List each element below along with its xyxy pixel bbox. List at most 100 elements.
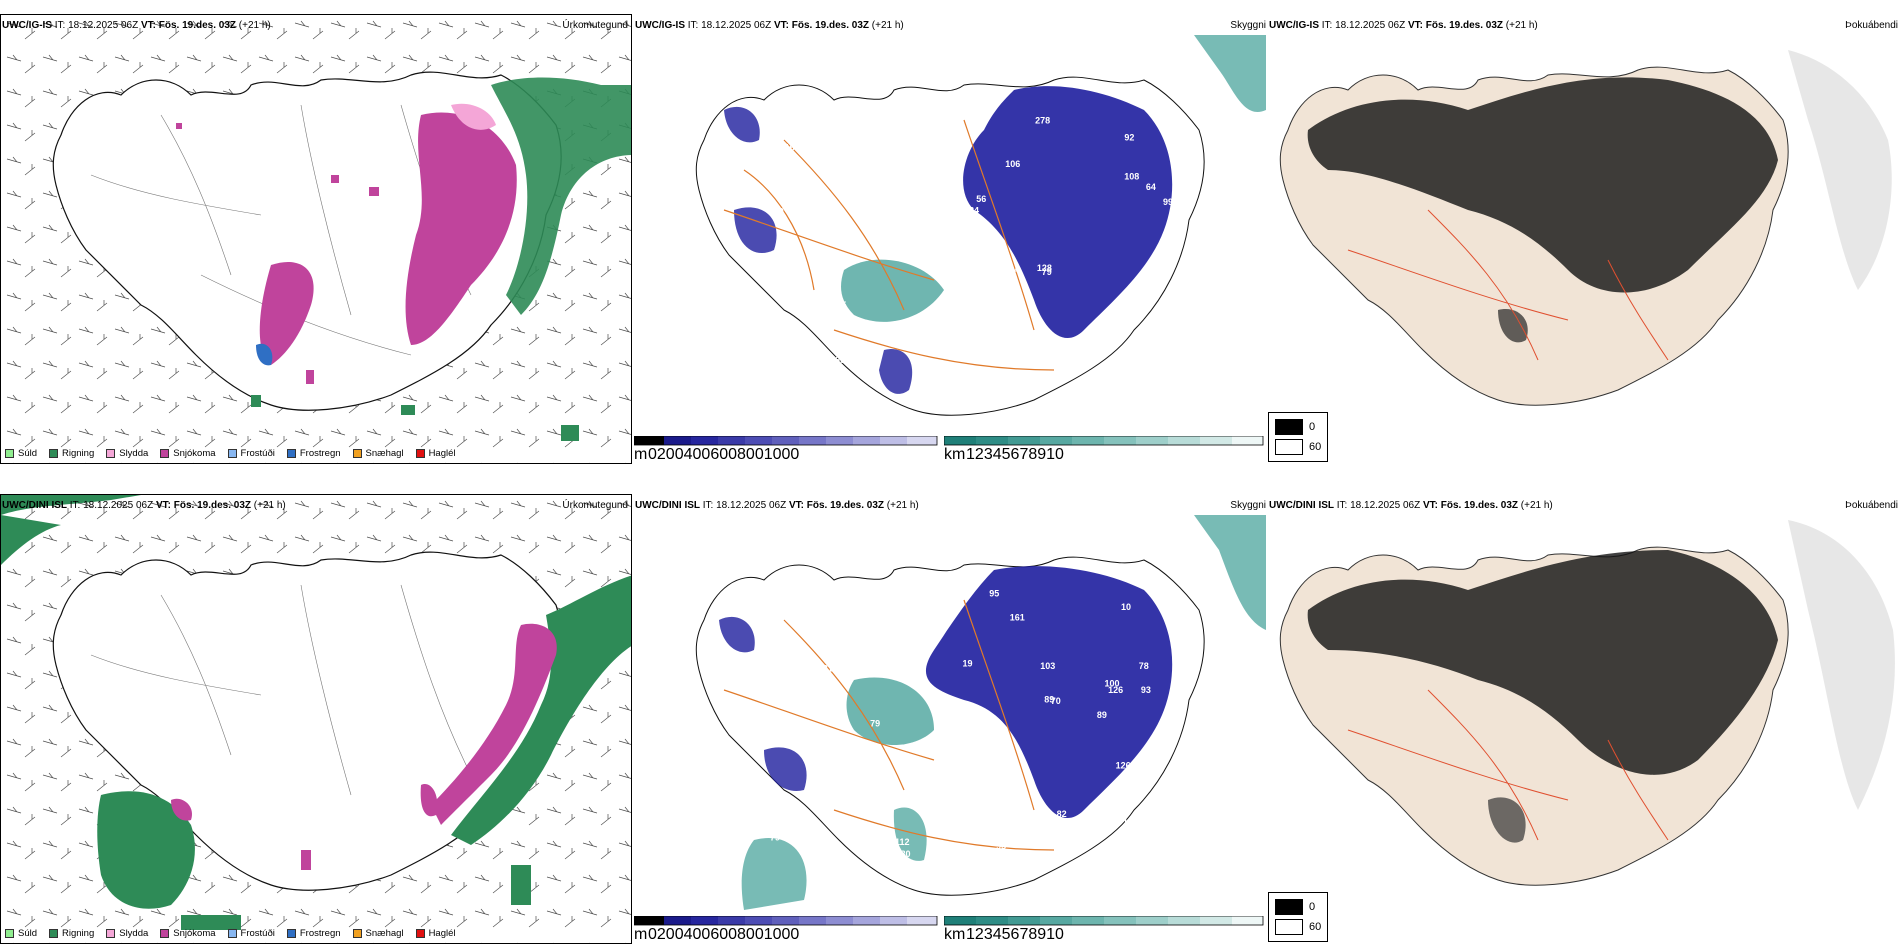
visibility-map-top: 21 10 92 10 106 105 128 93 43 90 85 71 111 56 79 116 95 9… [695, 35, 1266, 416]
visibility-colorbar-swatches-bottom [944, 916, 1264, 926]
precip-legend-item: Súld [5, 448, 37, 459]
ceiling-value-label: 95 [996, 841, 1006, 851]
ceiling-value-label: 14 [1009, 265, 1019, 275]
legend-label: Frostúði [240, 448, 275, 459]
ceiling-value-label: 95 [989, 589, 999, 599]
ceiling-value-label: 103 [1040, 661, 1055, 671]
ceiling-value-label: 105 [795, 363, 810, 373]
colorbar-tick-label: 600 [710, 446, 738, 463]
legend-swatch [160, 449, 170, 458]
ceiling-value-label: 147 [873, 595, 888, 605]
legend-label: Rigning [62, 928, 95, 939]
ceiling-value-label: 93 [953, 173, 963, 183]
ceiling-value-label: 288 [859, 181, 874, 191]
colorbar-tick-label: 5 [1001, 446, 1011, 463]
colorbar-tick-label: 1000 [763, 446, 800, 463]
ceiling-value-label: 105 [1164, 803, 1179, 813]
fog-map-top [1279, 50, 1892, 406]
ceiling-value-label: 81 [1011, 291, 1021, 301]
ceiling-value-label: 20 [761, 365, 771, 375]
colorbar-tick-label: 400 [683, 446, 711, 463]
ceiling-value-label: 106 [1005, 159, 1020, 169]
legend-label: Haglél [428, 928, 456, 939]
ceiling-colorbar-swatches-top [634, 436, 938, 446]
ceiling-value-label: 84 [937, 613, 947, 623]
colorbar-tick-label: 9 [1037, 446, 1047, 463]
visibility-panel-bottom: 15 78 92 19 79 147 100 84 10 81 93 60 89 80 55 102 107 79… [634, 510, 1266, 910]
precip-legend-item: Rigning [49, 448, 94, 459]
colorbar-tick-label: 2 [974, 926, 984, 943]
ceiling-value-label: 92 [1134, 810, 1144, 820]
colorbar-tick-label: 400 [683, 926, 711, 943]
legend-swatch [106, 929, 116, 938]
ceiling-value-label: 97 [1084, 358, 1094, 368]
colorbar-tick-label: 10 [1046, 446, 1064, 463]
ceiling-unit-bottom: m [634, 926, 648, 943]
header-panel-2: UWC/IG-IS IT: 18.12.2025 06Z VT: Fös. 19… [635, 20, 904, 31]
ceiling-value-label: 55 [766, 802, 776, 812]
precip-legend-item: Rigning [49, 928, 94, 939]
header-panel-5: UWC/DINI ISL IT: 18.12.2025 06Z VT: Fös.… [635, 500, 919, 511]
legend-swatch [352, 449, 362, 458]
ceiling-value-label: 128 [1037, 263, 1052, 273]
ceiling-value-label: 90 [871, 179, 881, 189]
ceiling-value-label: 81 [823, 663, 833, 673]
precip-legend-item: Snæhagl [352, 928, 404, 939]
ceiling-value-label: 150 [934, 795, 949, 805]
ceiling-value-label: 279 [834, 146, 849, 156]
legend-label: Snæhagl [365, 448, 404, 459]
title-visibility-bottom: Skyggni [1230, 500, 1266, 511]
legend-swatch [49, 929, 59, 938]
ceiling-value-label: 70 [1051, 696, 1061, 706]
colorbar-tick-label: 0 [648, 926, 657, 943]
precip-legend-bottom: Súld Rigning Slydda Snjókoma Frostúði Frostre… [5, 928, 456, 939]
fog-legend-bottom: 0 60 [1268, 892, 1329, 942]
ceiling-value-label: 10 [774, 206, 784, 216]
fog-legend-white-label: 60 [1309, 441, 1322, 453]
fog-panel-bottom [1268, 510, 1900, 910]
colorbar-tick-label: 9 [1037, 926, 1047, 943]
ceiling-value-label: 93 [1141, 685, 1151, 695]
legend-swatch [5, 449, 14, 458]
colorbar-tick-label: 1 [966, 446, 975, 463]
ceiling-value-label: 21 [1117, 359, 1127, 369]
fog-legend-top: 0 60 [1268, 412, 1329, 462]
ceiling-value-label: 278 [1035, 116, 1050, 126]
colorbar-tick-label: 10 [1046, 926, 1064, 943]
ceiling-value-label: 102 [807, 625, 822, 635]
colorbar-tick-label: 200 [656, 446, 684, 463]
legend-label: Frostúði [240, 928, 275, 939]
legend-label: Súld [18, 448, 38, 459]
fog-legend-black-label: 0 [1309, 421, 1316, 433]
colorbar-tick-label: 4 [992, 926, 1002, 943]
precip-type-map-bottom [1, 495, 631, 943]
ceiling-value-label: 87 [1104, 849, 1114, 859]
ceiling-value-label: 44 [1112, 327, 1122, 337]
visibility-map-bottom: 1578921979147100841081936089805510210779… [695, 515, 1266, 910]
ceiling-value-label: 79 [870, 718, 880, 728]
legend-label: Slydda [119, 928, 149, 939]
ceiling-colorbar-swatches-bottom [634, 916, 938, 926]
ceiling-value-label: 122 [956, 375, 971, 385]
legend-swatch [415, 929, 425, 938]
ceiling-colorbar-bottom: m 02004006008001000 [634, 916, 938, 943]
ceiling-value-label: 69 [835, 355, 845, 365]
title-fog-top: Þokuábendi [1845, 20, 1898, 31]
colorbar-tick-label: 4 [992, 446, 1002, 463]
ceiling-value-label: 270 [907, 321, 922, 331]
legend-swatch [160, 929, 170, 938]
ceiling-value-label: 77 [813, 192, 823, 202]
ceiling-value-label: 116 [780, 142, 795, 152]
ceiling-ticks-top: 02004006008001000 [648, 446, 938, 464]
ceiling-value-label: 79 [863, 607, 873, 617]
ceiling-value-label: 86 [841, 740, 851, 750]
ceiling-value-label: 60 [759, 639, 769, 649]
legend-label: Slydda [119, 448, 149, 459]
ceiling-value-label: 64 [1146, 182, 1156, 192]
legend-swatch [227, 449, 237, 458]
precip-type-map-top [1, 15, 631, 463]
precip-legend-item: Slydda [106, 448, 148, 459]
ceiling-value-label: 14 [927, 801, 937, 811]
visibility-unit-bottom: km [944, 926, 966, 943]
ceiling-value-label: 65 [837, 300, 847, 310]
